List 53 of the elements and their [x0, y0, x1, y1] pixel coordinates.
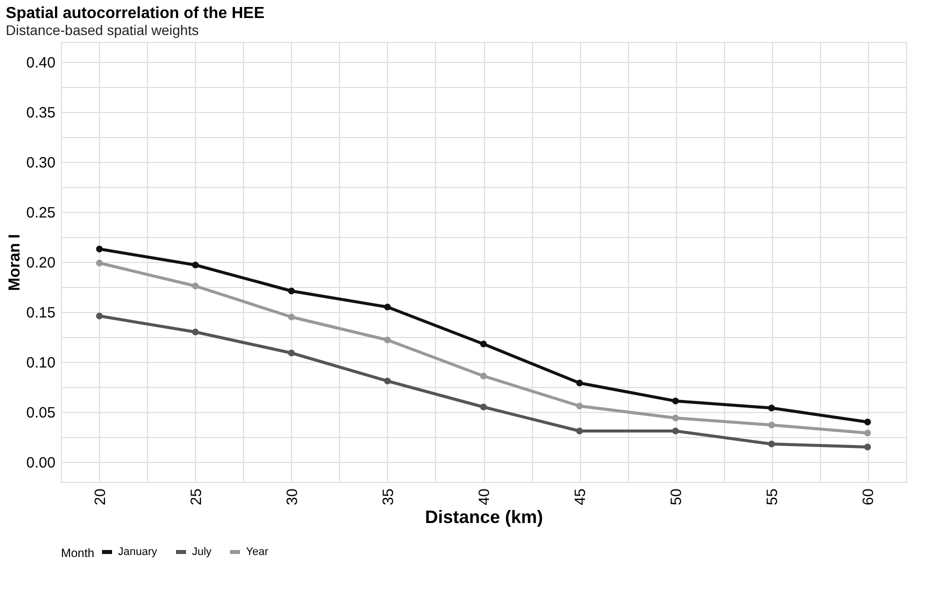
y-tick-label: 0.35 [26, 104, 56, 122]
x-tick-label: 20 [92, 488, 109, 506]
x-tick-label: 55 [764, 488, 782, 506]
point [384, 336, 391, 344]
y-tick-label: 0.25 [26, 204, 56, 222]
legend-label: January [118, 546, 158, 558]
y-tick-label: 0.10 [26, 354, 56, 372]
chart-subtitle: Distance-based spatial weights [6, 22, 199, 38]
point [864, 444, 871, 450]
y-tick-label: 0.05 [26, 404, 56, 422]
point [576, 402, 583, 410]
point [384, 378, 391, 384]
legend-title: Month [61, 546, 94, 560]
x-tick-label: 35 [380, 488, 397, 506]
legend-label: July [192, 546, 212, 558]
point [192, 328, 199, 336]
point [288, 350, 295, 356]
x-tick-label: 30 [284, 488, 301, 506]
chart-title: Spatial autocorrelation of the HEE [6, 5, 265, 22]
point [672, 398, 679, 404]
y-tick-label: 0.20 [26, 254, 56, 272]
point [192, 262, 199, 268]
point [672, 414, 679, 422]
x-tick-label: 60 [860, 488, 878, 506]
point [576, 380, 583, 386]
point [96, 246, 103, 252]
point [864, 418, 871, 426]
x-tick-label: 45 [572, 488, 590, 506]
point [96, 260, 103, 266]
y-tick-label: 0.40 [26, 54, 56, 72]
point [768, 404, 775, 412]
point [96, 312, 103, 320]
y-tick-label: 0.15 [26, 304, 56, 322]
y-axis-title: Moran I [6, 234, 24, 291]
x-axis-title: Distance (km) [424, 507, 544, 528]
point [192, 282, 199, 290]
point [480, 340, 487, 348]
point [384, 304, 391, 310]
point [864, 430, 871, 436]
point [288, 288, 295, 294]
x-tick-label: 25 [188, 488, 205, 506]
point [288, 314, 295, 320]
x-tick-label: 40 [476, 488, 493, 506]
legend-label: Year [246, 546, 269, 558]
x-tick-label: 50 [668, 488, 686, 506]
point [480, 372, 487, 380]
point [768, 440, 775, 448]
point [672, 428, 679, 434]
point [576, 428, 583, 434]
y-tick-label: 0.00 [26, 454, 56, 472]
point [768, 422, 775, 428]
y-tick-label: 0.30 [26, 154, 56, 172]
point [480, 404, 487, 410]
